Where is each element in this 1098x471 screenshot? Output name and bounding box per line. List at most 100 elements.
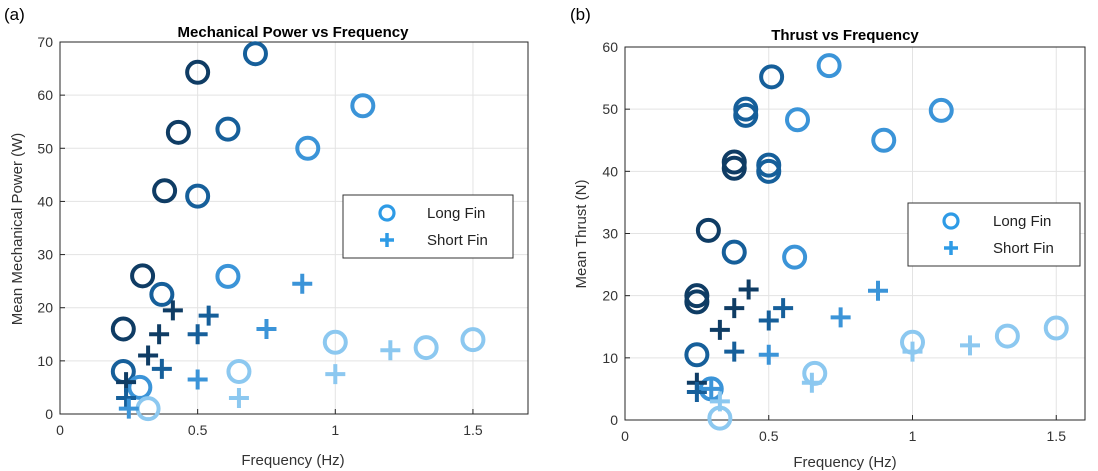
short-fin-point [149,324,170,345]
short-fin-point [701,378,722,399]
long-fin-point [816,53,842,79]
short-fin-point [773,298,794,319]
long-fin-point [215,263,241,289]
short-fin-point [686,382,707,403]
power-chart: (a) Mechanical Power vs Frequency Freque… [4,5,529,469]
legend-short-fin-label: Short Fin [993,240,1054,257]
legend: Long Fin Short Fin [342,194,514,259]
long-fin-point [1043,315,1069,341]
short-fin-point [960,335,980,356]
x-tick-label: 0 [621,428,629,444]
short-fin-point [709,319,730,340]
long-fin-point [165,119,191,145]
chart-title: Thrust vs Frequency [771,27,919,44]
long-fin-point [785,107,810,133]
long-fin-point [695,217,721,243]
long-fin-point [127,374,153,400]
x-tick-label: 1 [909,428,917,444]
x-tick-label: 1.5 [1047,428,1067,444]
long-fin-point [871,127,897,153]
short-fin-point [724,341,745,362]
long-fin-point [756,152,782,178]
short-fin-point [709,391,730,412]
long-fin-point [721,149,747,175]
long-fin-point [185,59,211,85]
legend-long-fin-label: Long Fin [427,205,485,222]
short-fin-point [902,341,923,362]
long-fin-point [782,244,808,270]
y-tick-label: 0 [610,412,618,428]
long-fin-point [721,239,747,265]
x-tick-label: 1 [331,422,339,438]
x-axis-label: Frequency (Hz) [793,454,896,471]
x-tick-label: 0 [56,422,64,438]
short-fin-point [187,369,208,390]
long-fin-point [413,335,439,361]
y-tick-label: 20 [37,300,53,316]
y-tick-label: 50 [37,140,53,156]
short-fin-point [738,279,759,300]
long-fin-point [215,116,241,142]
short-fin-point [118,398,139,419]
short-fin-point [256,318,277,339]
y-tick-label: 10 [602,350,618,366]
short-fin-point [868,280,888,301]
long-fin-point [226,358,252,384]
y-tick-label: 40 [37,193,53,209]
y-axis-label: Mean Thrust (N) [573,180,590,289]
chart-title: Mechanical Power vs Frequency [178,24,410,41]
thrust-chart: (b) Thrust vs Frequency Frequency (Hz) M… [570,5,1086,471]
short-fin-point [187,324,208,345]
long-fin-point [130,263,156,289]
y-tick-label: 50 [602,101,618,117]
long-fin-point [110,316,136,342]
legend-short-fin-marker [944,241,958,255]
long-fin-point [242,41,268,67]
y-tick-label: 20 [602,288,618,304]
long-fin-point [350,93,376,119]
short-fin-point [198,305,219,326]
x-axis-label: Frequency (Hz) [241,452,344,469]
short-fin-point [162,300,183,321]
long-fin-point [460,327,486,353]
y-tick-label: 60 [37,87,53,103]
long-fin-point [928,97,954,123]
long-fin-point [322,329,348,355]
short-fin-point [116,388,137,409]
long-fin-point [994,323,1020,349]
short-fin-point [138,345,159,366]
legend-long-fin-marker [942,212,960,230]
short-fin-point [228,388,249,409]
long-fin-point [759,64,785,90]
legend-short-fin-label: Short Fin [427,232,488,249]
y-tick-label: 30 [602,226,618,242]
short-fin-point [380,340,401,361]
long-fin-point [152,178,178,204]
long-fin-point [684,342,710,368]
legend-long-fin-marker [378,204,396,222]
short-fin-point [325,364,346,385]
legend-short-fin-marker [380,233,394,247]
short-fin-point [758,344,779,365]
x-tick-label: 1.5 [463,422,483,438]
short-fin-point [292,273,313,294]
short-fin-point [758,310,779,331]
long-fin-point [185,183,211,209]
y-tick-label: 40 [602,163,618,179]
y-axis-label: Mean Mechanical Power (W) [9,133,26,326]
legend-long-fin-label: Long Fin [993,213,1051,230]
long-fin-point [684,283,710,309]
long-fin-point [733,96,759,122]
panel-label-a: (a) [4,5,25,24]
short-fin-point [830,307,851,328]
y-tick-label: 70 [37,34,53,50]
long-fin-point [149,281,175,307]
panel-label-b: (b) [570,5,591,24]
x-tick-label: 0.5 [188,422,208,438]
y-tick-label: 10 [37,353,53,369]
short-fin-point [801,372,822,393]
short-fin-point [151,358,172,379]
long-fin-point [295,135,321,161]
short-fin-point [724,298,745,319]
